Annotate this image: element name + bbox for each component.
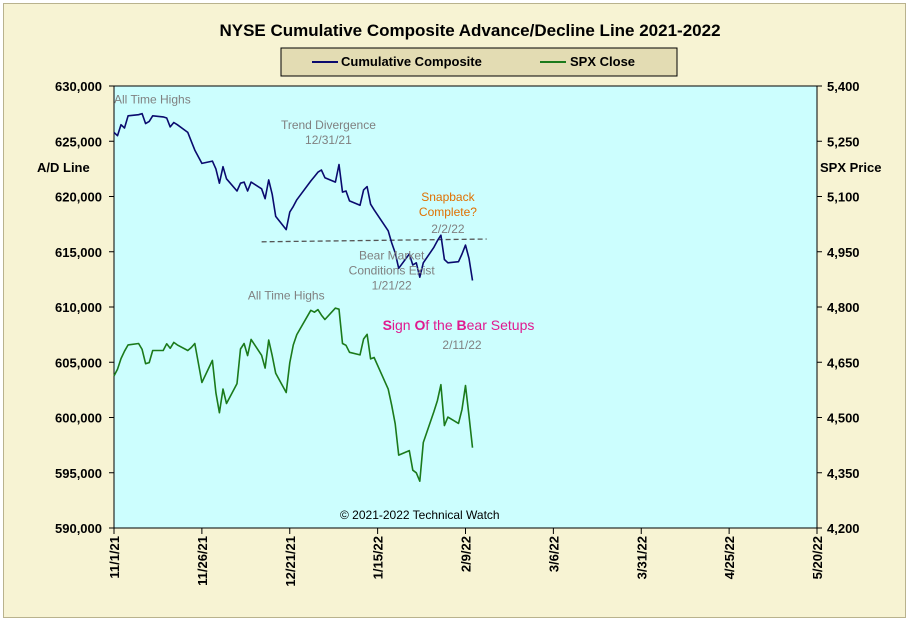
y2-tick-label: 4,800 [827,300,860,315]
axis-ticks: 630,000 5,400 625,000 5,250 620,000 5,100 615,… [55,79,860,587]
series-layer [113,112,487,483]
plot-area [113,85,818,529]
y-tick-label: 620,000 [55,190,102,205]
y-tick-label: 630,000 [55,79,102,94]
y-tick-label: 605,000 [55,355,102,370]
annotation-ath-bottom: All Time Highs [248,288,325,302]
y2-tick-label: 5,250 [827,134,860,149]
y2-tick-label: 4,650 [827,355,860,370]
y2-tick-label: 4,200 [827,521,860,536]
y-tick-label: 595,000 [55,466,102,481]
y-tick-label: 610,000 [55,300,102,315]
x-tick-label: 11/26/21 [195,536,210,586]
annotations-layer: All Time Highs Trend Divergence 12/31/21 Sn… [114,93,534,522]
annotation-copyright: © 2021-2022 Technical Watch [340,508,500,522]
y-tick-label: 600,000 [55,411,102,426]
x-tick-label: 2/9/22 [459,536,474,572]
y-tick-label: 625,000 [55,134,102,149]
y2-tick-label: 4,950 [827,245,860,260]
x-tick-label: 3/31/22 [634,536,649,579]
legend: Cumulative Composite SPX Close [280,47,678,77]
x-tick-label: 5/20/22 [810,536,825,579]
legend-box [280,47,678,77]
y2-axis-label: SPX Price [820,160,881,175]
y-axis-label: A/D Line [37,160,90,175]
annotation-trend-div: Trend Divergence 12/31/21 [281,118,376,147]
x-tick-label: 3/6/22 [546,536,561,572]
annotation-ath-top: All Time Highs [114,93,191,107]
trend-divergence-line [261,238,487,243]
y2-tick-label: 4,500 [827,411,860,426]
y2-tick-label: 4,350 [827,466,860,481]
legend-label-composite: Cumulative Composite [341,54,482,69]
y-tick-label: 615,000 [55,245,102,260]
x-tick-label: 1/15/22 [371,536,386,579]
series-line-composite [113,112,474,281]
annotation-bear-date: 2/11/22 [442,338,481,352]
legend-label-spx: SPX Close [570,54,635,69]
x-tick-label: 11/1/21 [107,536,122,579]
series-line-spx [113,307,474,483]
annotation-snapback: Snapback Complete? [419,190,477,219]
annotation-bear-setups: Sign Of the Bear Setups [383,317,535,333]
y2-tick-label: 5,400 [827,79,860,94]
y2-tick-label: 5,100 [827,190,860,205]
x-tick-label: 12/21/21 [283,536,298,587]
x-tick-label: 4/25/22 [722,536,737,579]
annotation-snap-date: 2/2/22 [431,222,465,236]
annotation-bear-market: Bear Market Conditions Exist 1/21/22 [349,248,436,292]
chart-title: NYSE Cumulative Composite Advance/Declin… [219,21,720,40]
y-tick-label: 590,000 [55,521,102,536]
